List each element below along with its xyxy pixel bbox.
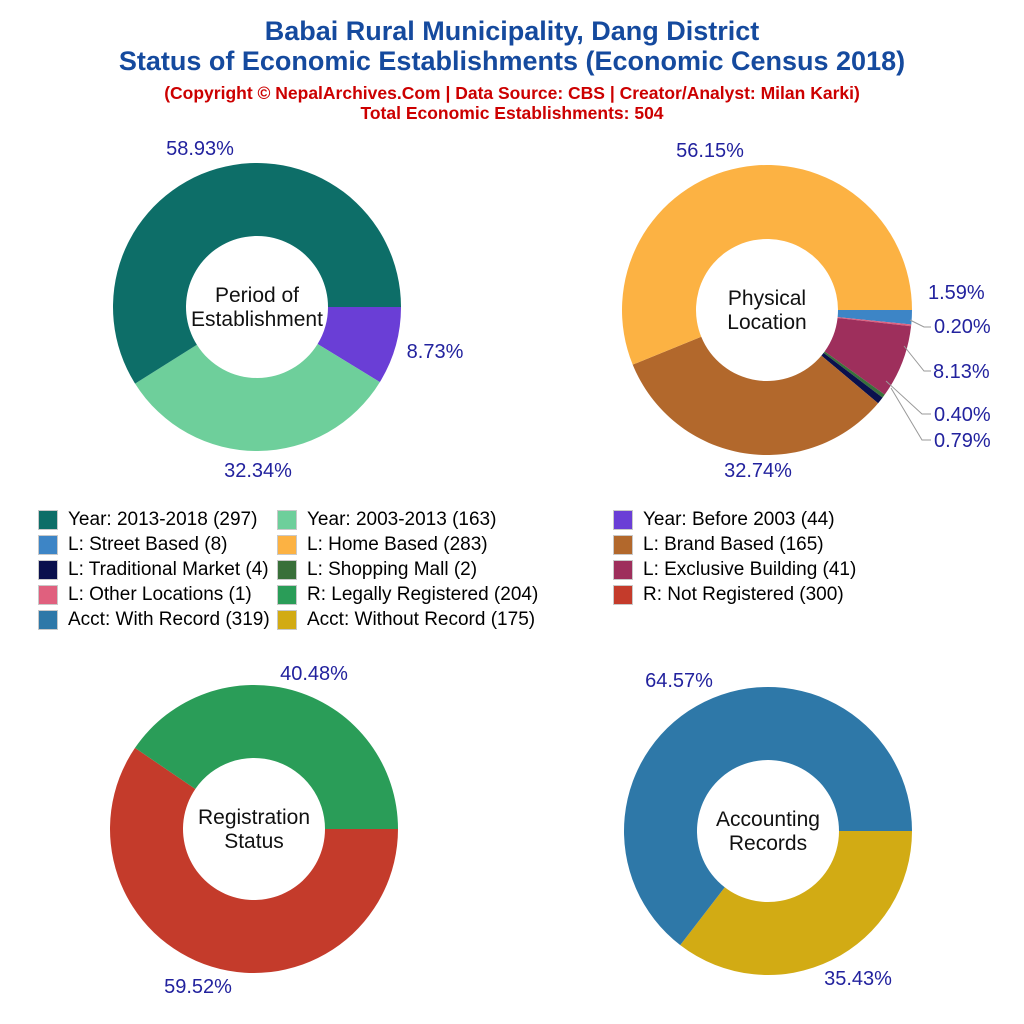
pie-slice-registration-status-r-legally-registered [135, 684, 398, 829]
total-establishments-line: Total Economic Establishments: 504 [360, 103, 664, 123]
leader-line-l-exclusive-building [903, 345, 931, 372]
leader-line-l-other-locations [909, 319, 931, 328]
pie-slice-physical-location-l-shopping-mall [823, 351, 885, 398]
pct-label-r-legally-registered: 40.48% [280, 663, 348, 685]
pct-label-l-street-based: 1.59% [928, 282, 985, 304]
page-title-line1: Babai Rural Municipality, Dang District [264, 16, 760, 46]
leader-line-l-shopping-mall [885, 380, 931, 415]
center-label-accounting-records-line1: Accounting [716, 808, 820, 831]
pie-slice-period-of-establishment-year-2003-2013 [135, 344, 380, 451]
center-label-period-of-establishment-line2: Establishment [191, 308, 323, 331]
pie-slice-period-of-establishment-year-before-2003 [317, 307, 401, 383]
pct-label-l-traditional-market: 0.79% [934, 430, 991, 452]
copyright-source-line: (Copyright © NepalArchives.Com | Data So… [164, 83, 860, 103]
pie-slice-physical-location-l-home-based [621, 165, 912, 365]
pct-label-l-home-based: 56.15% [676, 140, 744, 162]
center-label-registration-status-line1: Registration [198, 806, 310, 829]
center-label-period-of-establishment-line1: Period of [215, 284, 299, 307]
pie-slice-registration-status-r-not-registered [109, 747, 398, 973]
pie-slice-accounting-records-acct-with-record [624, 687, 912, 946]
center-label-accounting-records-line2: Records [729, 832, 807, 855]
pie-slice-physical-location-l-other-locations [837, 317, 912, 327]
page-title-line2: Status of Economic Establishments (Econo… [118, 46, 906, 76]
pct-label-acct-without-record: 35.43% [824, 968, 892, 990]
pct-label-l-brand-based: 32.74% [724, 460, 792, 482]
pct-label-year-before-2003: 8.73% [407, 341, 464, 363]
pie-slice-physical-location-l-exclusive-building [824, 317, 912, 395]
pie-slice-physical-location-l-street-based [837, 310, 912, 325]
pct-label-year-2003-2013: 32.34% [224, 460, 292, 482]
pct-label-acct-with-record: 64.57% [645, 670, 713, 692]
center-label-physical-location-line1: Physical [728, 287, 806, 310]
pct-label-year-2013-2018: 58.93% [166, 138, 234, 160]
pie-slice-physical-location-l-traditional-market [821, 352, 883, 404]
center-label-physical-location-line2: Location [727, 311, 806, 334]
pie-slice-physical-location-l-brand-based [632, 336, 879, 456]
pct-label-r-not-registered: 59.52% [164, 976, 232, 998]
pct-label-l-exclusive-building: 8.13% [933, 361, 990, 383]
leader-line-l-traditional-market [890, 387, 931, 441]
pct-label-l-shopping-mall: 0.40% [934, 404, 991, 426]
donut-chart-physical-location: 1.59% 0.20% 8.13% 0.40% 0.79% 32.74% 56.15% Phy… [621, 140, 991, 482]
pie-slice-accounting-records-acct-without-record [680, 831, 912, 976]
center-label-registration-status-line2: Status [224, 830, 284, 853]
pct-label-l-other-locations: 0.20% [934, 316, 991, 338]
pie-slice-period-of-establishment-year-2013-2018 [113, 162, 402, 384]
